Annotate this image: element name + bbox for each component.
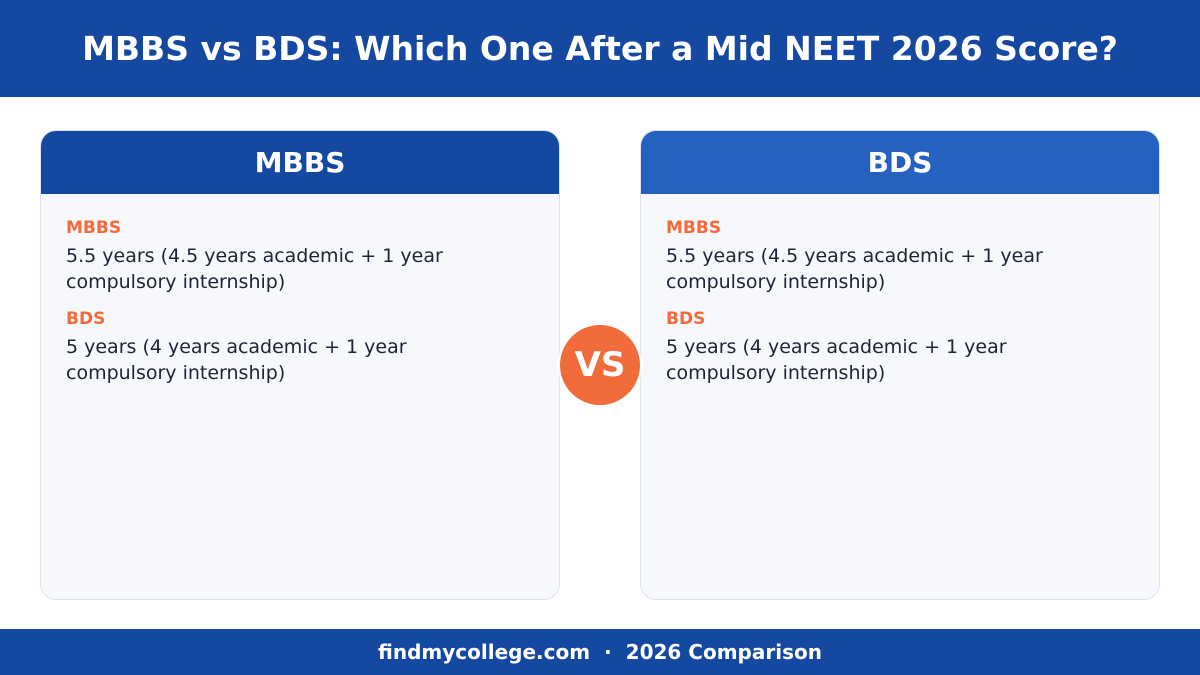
- item-text: 5 years (4 years academic + 1 year compu…: [666, 336, 1007, 384]
- panel: MBBS MBBS 5.5 years (4.5 years academic …: [40, 130, 560, 600]
- vs-badge: VS: [558, 323, 642, 407]
- item-text: 5.5 years (4.5 years academic + 1 year c…: [666, 245, 1043, 293]
- item-label: BDS: [66, 309, 106, 329]
- item-label: MBBS: [66, 218, 122, 238]
- item-text: 5 years (4 years academic + 1 year compu…: [66, 336, 407, 384]
- title: MBBS vs BDS: Which One After a Mid NEET …: [82, 29, 1118, 68]
- footer-note: 2026 Comparison: [625, 640, 822, 664]
- header: MBBS vs BDS: Which One After a Mid NEET …: [0, 0, 1200, 97]
- item-text: 5.5 years (4.5 years academic + 1 year c…: [66, 245, 443, 293]
- footer: findmycollege.com · 2026 Comparison: [0, 629, 1200, 675]
- item-label: BDS: [666, 309, 706, 329]
- item-label: MBBS: [666, 218, 722, 238]
- panel-title: MBBS: [41, 131, 559, 194]
- site: findmycollege.com: [378, 640, 591, 664]
- panel: BDS MBBS 5.5 years (4.5 years academic +…: [640, 130, 1160, 600]
- separator: ·: [604, 640, 612, 664]
- panel-title: BDS: [641, 131, 1159, 194]
